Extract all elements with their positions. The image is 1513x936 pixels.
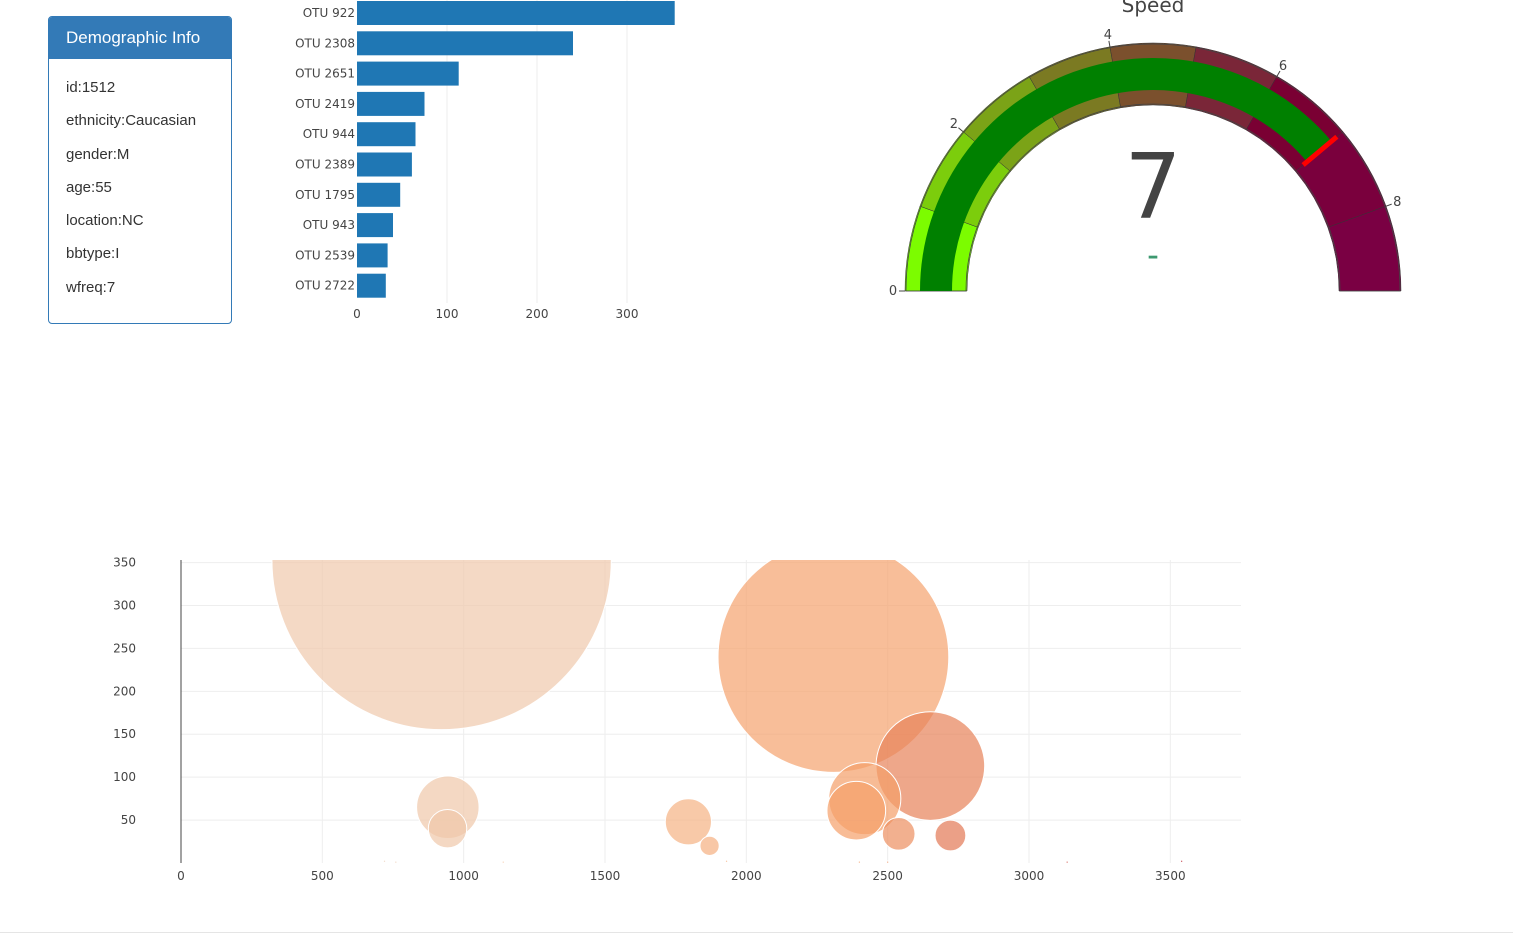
bubble-layer xyxy=(271,560,1184,863)
gauge-tick xyxy=(1108,40,1111,47)
bubble-marker xyxy=(885,860,890,863)
bubble-y-tick-label: 150 xyxy=(113,727,136,741)
bar xyxy=(357,152,412,177)
bubble-marker xyxy=(382,859,387,863)
bar xyxy=(357,213,393,238)
demographic-gender: gender:M xyxy=(66,145,130,163)
bar-category-label: OTU 2722 xyxy=(295,279,355,293)
bubble-marker xyxy=(857,860,862,863)
gauge-outline xyxy=(905,43,1401,292)
gauge-tick xyxy=(1385,203,1392,207)
gauge-tick-label: 4 xyxy=(1104,28,1112,43)
bar-x-tick-label: 300 xyxy=(616,307,639,321)
bar-category-label: OTU 1795 xyxy=(295,188,355,202)
bubble-marker xyxy=(934,819,967,852)
bar-category-label: OTU 2651 xyxy=(295,67,355,81)
bar xyxy=(357,61,459,86)
bubble-marker xyxy=(427,808,468,849)
bar-x-tick-label: 0 xyxy=(353,307,361,321)
bubble-x-tick-label: 1500 xyxy=(590,869,621,883)
bubble-y-tick-label: 250 xyxy=(113,641,136,655)
page-divider xyxy=(0,932,1513,933)
bubble-marker xyxy=(699,835,720,856)
gauge-title: Speed xyxy=(1122,0,1185,17)
panel-title: Demographic Info xyxy=(49,17,231,59)
bar xyxy=(357,243,388,268)
demographic-id: id:1512 xyxy=(66,79,116,96)
bubble-marker xyxy=(394,860,398,863)
bubble-marker xyxy=(724,859,729,863)
demographic-ethnicity: ethnicity:Caucasian xyxy=(66,112,197,130)
bubble-x-tick-label: 0 xyxy=(177,869,185,883)
bubble-y-tick-label: 100 xyxy=(113,770,136,784)
gauge-value-bar xyxy=(920,58,1332,291)
panel-body: id:1512 ethnicity:Caucasian gender:M age… xyxy=(49,59,231,310)
bubble-x-tick-label: 3500 xyxy=(1155,869,1186,883)
bubble-marker xyxy=(717,560,950,773)
bar-category-label: OTU 944 xyxy=(303,127,355,141)
bubble-y-tick-label: 350 xyxy=(113,556,136,570)
bubble-x-tick-label: 3000 xyxy=(1014,869,1045,883)
bubble-marker xyxy=(1179,859,1184,863)
bubble-marker xyxy=(826,780,887,841)
bar-category-label: OTU 922 xyxy=(303,6,355,20)
otu-bar-chart: 0 100 200 300 OTU 922 OTU 2308 OTU 2651 OTU 241… xyxy=(295,0,675,321)
bar-x-tick-label: 200 xyxy=(526,307,549,321)
demographic-location: location:NC xyxy=(66,212,144,230)
bubble-marker xyxy=(881,816,916,851)
bubble-y-tick-label: 200 xyxy=(113,684,136,698)
bubble-marker xyxy=(664,798,712,846)
gauge-tick-label: 0 xyxy=(889,284,897,299)
gauge-tick-label: 6 xyxy=(1279,59,1287,74)
bar-category-label: OTU 2539 xyxy=(295,248,355,262)
bar xyxy=(357,182,401,207)
gauge-tick-label: 8 xyxy=(1393,195,1401,210)
bar xyxy=(357,1,675,25)
bar xyxy=(357,122,416,147)
gauge-tick xyxy=(1276,70,1281,77)
gauge-tick-label: 2 xyxy=(950,117,958,132)
gauge-tick xyxy=(958,127,964,132)
bubble-y-tick-label: 50 xyxy=(121,813,136,827)
gauge-delta: – xyxy=(1148,244,1159,269)
bar xyxy=(357,91,425,116)
bar xyxy=(357,31,573,56)
bar xyxy=(357,273,386,298)
bubble-x-tick-label: 2500 xyxy=(872,869,903,883)
gauge-value: 7 xyxy=(1124,135,1181,240)
bar-category-label: OTU 2419 xyxy=(295,97,355,111)
bar-category-label: OTU 2308 xyxy=(295,36,355,50)
bubble-marker xyxy=(1065,860,1069,863)
otu-bubble-chart: 0 500 1000 1500 2000 2500 3000 3500 50 100 150 200 2… xyxy=(113,556,1241,883)
bubble-x-tick-label: 500 xyxy=(311,869,334,883)
bubble-x-tick-label: 2000 xyxy=(731,869,762,883)
bubble-marker xyxy=(271,560,612,731)
bubble-x-tick-label: 1000 xyxy=(448,869,479,883)
bar-category-label: OTU 2389 xyxy=(295,158,355,172)
demographic-wfreq: wfreq:7 xyxy=(66,278,116,296)
bar-category-label: OTU 943 xyxy=(303,218,355,232)
demographic-info-panel: Demographic Info id:1512 ethnicity:Cauca… xyxy=(48,16,232,324)
bar-x-tick-label: 100 xyxy=(436,307,459,321)
demographic-bbtype: bbtype:I xyxy=(66,245,120,263)
demographic-age: age:55 xyxy=(66,178,112,196)
bubble-y-tick-label: 300 xyxy=(113,598,136,612)
speed-gauge: Speed 0 2 4 6 8 7 – xyxy=(889,0,1402,299)
gauge-threshold-needle xyxy=(1301,134,1339,167)
bubble-marker xyxy=(501,860,505,863)
